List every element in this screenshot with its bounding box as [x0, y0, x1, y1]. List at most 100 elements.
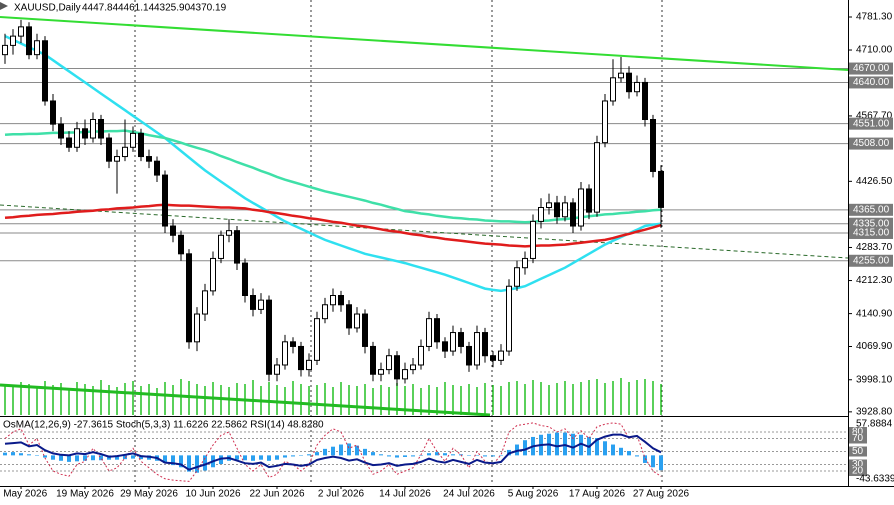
candle-body: [626, 72, 632, 93]
osma-bar: [19, 453, 23, 456]
y-tick-label: 4567.70: [856, 111, 893, 122]
osma-bar: [243, 455, 247, 461]
osma-bar: [235, 455, 239, 460]
candle-body: [338, 295, 344, 306]
candle-body: [634, 81, 640, 93]
osma-bar: [595, 438, 599, 456]
candle-body: [306, 359, 312, 371]
level-box: [849, 433, 867, 444]
osma-bar: [379, 454, 383, 456]
candle-body: [658, 170, 664, 208]
osma-bar: [171, 455, 175, 466]
level-box: [849, 117, 893, 130]
osma-bar: [571, 433, 575, 456]
level-box: [849, 137, 893, 150]
trend-line: [0, 383, 491, 417]
separators: [134, 0, 663, 485]
candle-body: [450, 332, 456, 352]
osma-bar: [619, 447, 623, 456]
candle-body: [394, 355, 400, 380]
candle-body: [330, 295, 336, 306]
x-tick-label: 2 Jul 2026: [318, 489, 365, 500]
osma-axis-label: 57.8884: [856, 419, 893, 430]
osma-bar: [187, 455, 191, 472]
candle-body: [402, 369, 408, 380]
candle-body: [570, 202, 576, 227]
osma-bar: [139, 455, 143, 460]
osma-bar: [403, 455, 407, 457]
osma-bar: [643, 455, 647, 463]
level-label: 4670.00: [853, 63, 890, 74]
candle-body: [546, 202, 552, 208]
osma-bar: [427, 453, 431, 456]
candle-body: [418, 345, 424, 366]
candle-body: [266, 299, 272, 375]
osma-bar: [195, 455, 199, 473]
osma-bar: [435, 452, 439, 456]
osc-level-label: 20: [852, 466, 864, 477]
x-tick-label: 14 Jul 2026: [379, 489, 431, 500]
osma-bar: [635, 455, 639, 457]
candle-body: [322, 304, 328, 320]
x-tick-label: 19 May 2026: [56, 489, 114, 500]
osma-bar: [483, 455, 487, 457]
level-label: 4365.00: [853, 204, 890, 215]
candle-body: [42, 40, 48, 102]
candle-body: [586, 188, 592, 213]
moving-average: [4, 34, 662, 293]
candle-body: [578, 188, 584, 227]
osma-bar: [115, 455, 119, 460]
level-box: [849, 217, 893, 230]
candle-body: [10, 35, 16, 46]
candle-body: [34, 40, 40, 56]
candle-body: [594, 142, 600, 213]
level-label: 4255.00: [853, 255, 890, 266]
candle-body: [226, 230, 232, 236]
candle-body: [98, 118, 104, 139]
trend-line: [0, 204, 849, 259]
osc-level-label: 80: [852, 427, 864, 438]
osma-bar: [627, 451, 631, 456]
candle-body: [106, 137, 112, 162]
candle-body: [466, 345, 472, 366]
candle-body: [130, 132, 136, 148]
candle-body: [74, 128, 80, 148]
x-tick-label: 7 May 2026: [0, 489, 48, 500]
candle-body: [506, 285, 512, 352]
candle-body: [538, 207, 544, 222]
osma-bar: [219, 455, 223, 465]
osma-bar: [131, 455, 135, 459]
rsi-line: [4, 433, 662, 471]
candle-body: [386, 355, 392, 371]
candle-body: [2, 44, 8, 56]
level-box: [849, 203, 893, 216]
osc-level-label: 70: [852, 433, 864, 444]
candle-body: [138, 132, 144, 158]
candle-body: [458, 332, 464, 347]
x-tick-label: 17 Aug 2026: [569, 489, 626, 500]
candle-body: [58, 123, 64, 139]
candle-body: [282, 341, 288, 366]
y-tick-label: 4283.70: [856, 242, 893, 253]
osma-bar: [291, 455, 295, 457]
osma-bar: [75, 455, 79, 462]
candle-body: [490, 355, 496, 361]
osma-bar: [451, 454, 455, 456]
candle-body: [186, 253, 192, 343]
chart-title: XAUUSD,Daily: [14, 3, 81, 14]
moving-average: [4, 203, 662, 248]
candle-body: [482, 332, 488, 357]
osma-bar: [347, 443, 351, 456]
candle-body: [50, 100, 56, 125]
candle-body: [370, 345, 376, 375]
osma-bar: [43, 455, 47, 458]
candle-body: [290, 341, 296, 347]
level-box: [849, 62, 893, 75]
candle-body: [554, 202, 560, 218]
osma-bar: [419, 455, 423, 456]
osma-bar: [267, 455, 271, 461]
osma-bar: [99, 455, 103, 461]
level-box: [849, 254, 893, 267]
